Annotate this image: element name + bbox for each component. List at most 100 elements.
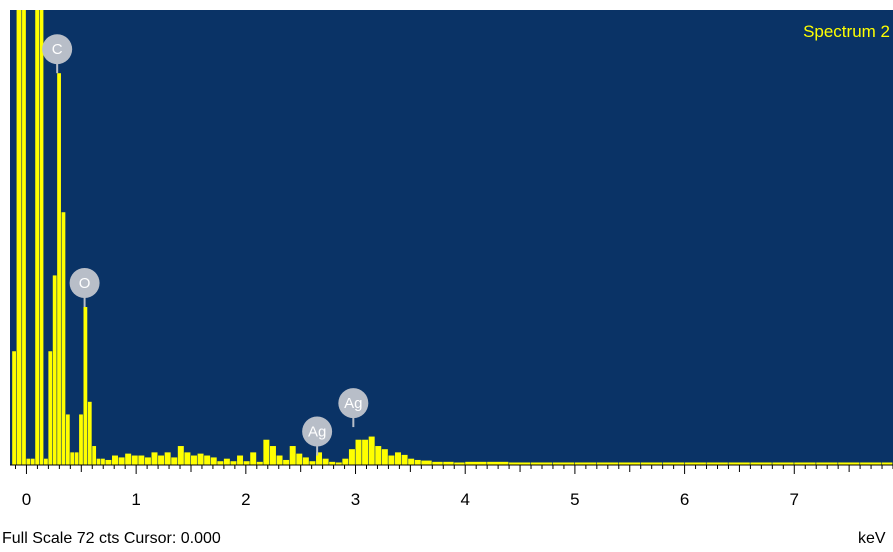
spectrum-bar [57, 73, 61, 465]
spectrum-series [12, 10, 893, 465]
spectrum-bar [92, 446, 97, 465]
spectrum-bar [190, 455, 197, 465]
spectrum-bar [838, 462, 860, 465]
spectrum-bar [816, 462, 838, 465]
spectrum-bar [12, 351, 16, 465]
spectrum-bar [223, 458, 230, 465]
spectrum-bar [316, 452, 323, 465]
peak-label: Ag [344, 395, 362, 412]
spectrum-bar [105, 459, 112, 465]
spectrum-bar [61, 212, 66, 465]
spectrum-bar [269, 446, 276, 465]
spectrum-bar [574, 462, 597, 465]
spectrum-bar [618, 462, 641, 465]
peak-marker-o: O [69, 268, 100, 308]
spectrum-bar [283, 459, 290, 465]
peak-marker-circle [42, 34, 73, 65]
spectrum-bar [860, 462, 882, 465]
spectrum-bar [401, 454, 408, 465]
spectrum-bar [44, 458, 48, 465]
spectrum-bar [348, 449, 355, 465]
spectrum-bar [289, 446, 296, 465]
spectrum-bar [138, 455, 145, 465]
spectrum-bar [355, 439, 362, 465]
spectrum-bar [65, 414, 70, 465]
spectrum-bar [118, 457, 125, 465]
spectrum-bar [87, 401, 92, 465]
peak-label: C [52, 41, 63, 58]
spectrum-bar [171, 457, 178, 465]
spectrum-bar [197, 453, 204, 465]
spectrum-bar [395, 452, 401, 465]
spectrum-bar [256, 461, 263, 465]
spectrum-bar [96, 458, 101, 465]
spectrum-bar [70, 452, 75, 465]
spectrum-bar [125, 453, 132, 465]
spectrum-bar [362, 439, 369, 465]
spectrum-bar [263, 439, 270, 465]
spectrum-bar [706, 462, 728, 465]
spectrum-bar [684, 462, 706, 465]
plot-background [10, 10, 893, 465]
spectrum-bar [329, 461, 336, 465]
spectrum-bar [250, 452, 257, 465]
spectrum-bar [309, 461, 316, 465]
spectrum-bar [101, 458, 105, 465]
spectrum-bar [39, 10, 44, 465]
spectrum-bar [48, 351, 53, 465]
spectrum-bar [432, 461, 443, 465]
spectrum-bar [443, 461, 454, 465]
spectrum-bar [322, 458, 329, 465]
spectrum-bar [237, 455, 244, 465]
peak-label: O [79, 275, 91, 292]
spectrum-bar [487, 461, 509, 465]
x-tick-label: 7 [790, 490, 799, 509]
x-tick-label: 5 [570, 490, 579, 509]
spectrum-bar [184, 452, 191, 465]
spectrum-bar [83, 307, 88, 465]
spectrum-bar [335, 462, 342, 465]
spectrum-bar [26, 458, 31, 465]
spectrum-bar [35, 10, 40, 465]
spectrum-bar [16, 10, 22, 465]
spectrum-bar [210, 457, 217, 465]
spectrum-bar [74, 452, 79, 465]
spectrum-bar [217, 461, 224, 465]
spectrum-bar [882, 462, 893, 465]
spectrum-bar [509, 462, 531, 465]
spectrum-bar [177, 446, 184, 465]
spectrum-bar [772, 462, 794, 465]
spectrum-bar [79, 414, 83, 465]
spectrum-bar [375, 446, 382, 465]
peak-marker-circle [69, 268, 100, 299]
peak-marker-circle [302, 416, 333, 447]
spectrum-bar [454, 462, 465, 465]
spectrum-bar [728, 462, 750, 465]
peak-markers: C O Ag Ag [42, 34, 369, 456]
spectrum-bar [158, 455, 165, 465]
x-axis-ticks: 0 1 2 3 4 5 6 7 [14, 465, 893, 509]
spectrum-bar [296, 453, 303, 465]
spectrum-bar [22, 10, 26, 465]
spectrum-bar [750, 462, 772, 465]
x-tick-label: 6 [680, 490, 689, 509]
peak-marker-ag: Ag [338, 388, 369, 428]
spectrum-bar [112, 455, 118, 465]
spectrum-bar [52, 275, 57, 465]
peak-marker-ag: Ag [302, 416, 333, 456]
spectrum-bar [465, 461, 487, 465]
spectrum-bar [230, 461, 237, 465]
full-scale-cursor-readout: Full Scale 72 cts Cursor: 0.000 [2, 530, 221, 547]
spectrum-bar [131, 455, 138, 465]
spectrum-bar [276, 455, 283, 465]
x-tick-label: 0 [22, 490, 31, 509]
spectrum-bar [421, 460, 432, 465]
spectrum-bar [794, 462, 816, 465]
spectrum-bar [381, 449, 388, 465]
x-tick-label: 1 [131, 490, 140, 509]
spectrum-bar [30, 458, 35, 465]
unit-label: keV [858, 530, 886, 547]
spectrum-bar [342, 458, 349, 465]
peak-label: Ag [308, 424, 326, 441]
